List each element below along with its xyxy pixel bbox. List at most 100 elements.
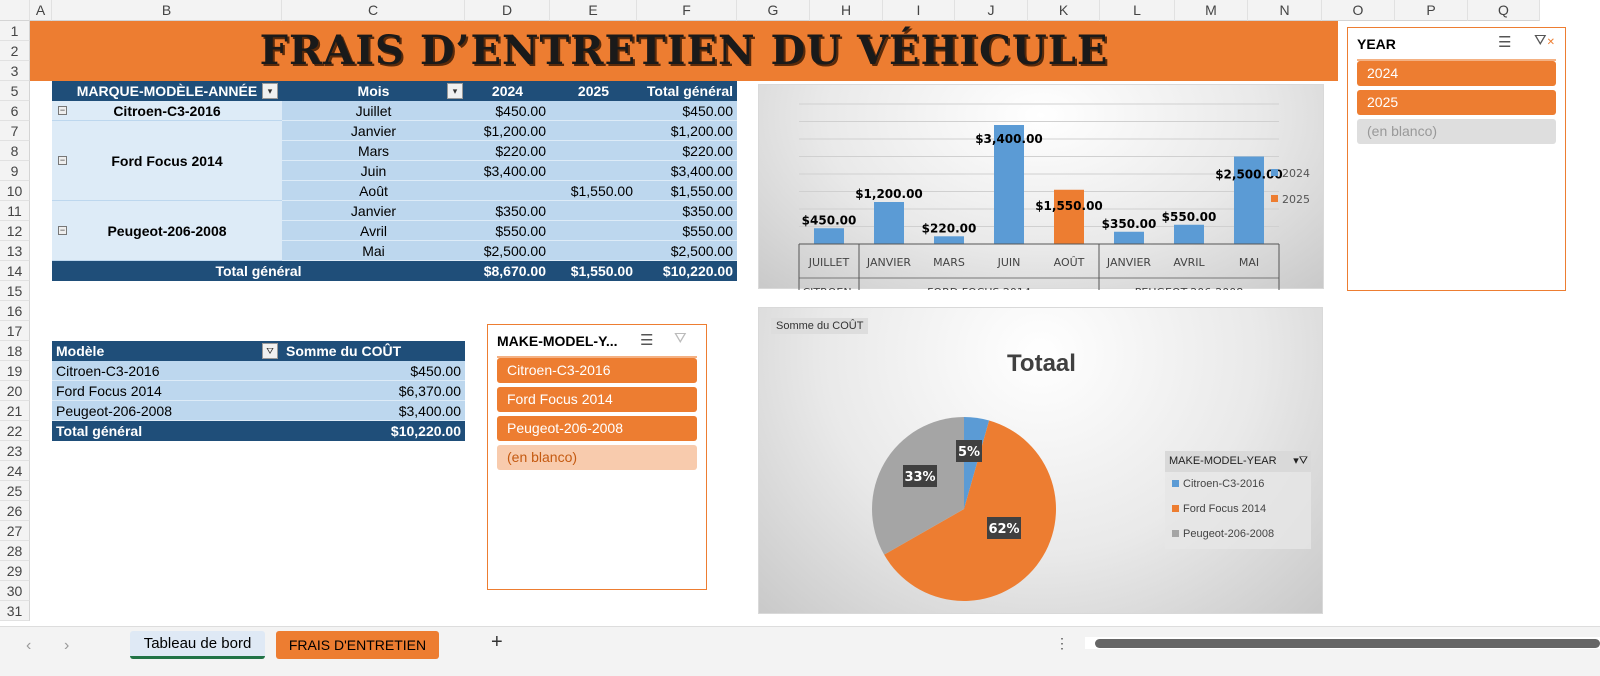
value-cell [550, 161, 637, 181]
more-options-icon[interactable]: ⋮ [1055, 635, 1069, 651]
row-header[interactable]: 19 [0, 361, 30, 381]
bar-chart[interactable]: $450.00 JUILLET $1,200.00 JANVIER $220.00 MAR… [758, 84, 1324, 299]
legend-swatch [1271, 195, 1278, 202]
row-header[interactable]: 23 [0, 441, 30, 461]
clear-filter-icon[interactable]: ⛛✕ [1534, 32, 1555, 49]
column-header[interactable]: J [955, 0, 1028, 21]
data-label: $2,500.00 [1215, 168, 1283, 182]
pie-chart[interactable]: Somme du COÛT Totaal 5% 62% 33% MAKE-MODEL… [758, 307, 1323, 614]
legend-field-button[interactable]: MAKE-MODEL-YEAR ▾⛛ [1165, 451, 1311, 472]
column-header-cell: Modèle [52, 341, 282, 361]
row-header[interactable]: 22 [0, 421, 30, 441]
slicer-item[interactable]: Citroen-C3-2016 [497, 358, 697, 383]
bar-2024[interactable] [1174, 224, 1204, 244]
column-header[interactable]: H [810, 0, 883, 21]
field-button-somme[interactable]: Somme du COÛT [771, 318, 869, 334]
column-header[interactable]: E [550, 0, 637, 21]
bar-2024[interactable] [874, 202, 904, 244]
column-header[interactable]: K [1028, 0, 1100, 21]
row-header[interactable]: 9 [0, 161, 30, 181]
clear-filter-icon[interactable]: ⛛ [674, 330, 687, 347]
pie-slice[interactable] [884, 420, 1056, 601]
row-header[interactable]: 27 [0, 521, 30, 541]
column-header[interactable]: G [737, 0, 810, 21]
slicer-item[interactable]: 2024 [1357, 61, 1556, 86]
collapse-icon[interactable]: − [58, 225, 67, 235]
slicer-item[interactable]: (en blanco) [1357, 119, 1556, 144]
row-header[interactable]: 17 [0, 321, 30, 341]
next-sheet-icon[interactable]: › [64, 637, 70, 654]
column-header[interactable]: C [282, 0, 465, 21]
column-header[interactable]: A [30, 0, 52, 21]
row-header[interactable]: 29 [0, 561, 30, 581]
row-header[interactable]: 16 [0, 301, 30, 321]
horizontal-scrollbar[interactable] [1085, 637, 1600, 649]
category-label: JANVIER [866, 256, 912, 269]
column-header[interactable]: L [1100, 0, 1175, 21]
row-header[interactable]: 14 [0, 261, 30, 281]
filter-applied-icon[interactable]: ⛛ [262, 343, 278, 359]
row-header[interactable]: 6 [0, 101, 30, 121]
row-header[interactable]: 15 [0, 281, 30, 301]
select-all-corner[interactable] [0, 0, 30, 21]
slicer-item[interactable]: 2025 [1357, 90, 1556, 115]
slicer-item[interactable]: Peugeot-206-2008 [497, 416, 697, 441]
column-header[interactable]: F [637, 0, 737, 21]
bar-2024[interactable] [814, 228, 844, 244]
row-header[interactable]: 26 [0, 501, 30, 521]
row-header[interactable]: 10 [0, 181, 30, 201]
row-header[interactable]: 25 [0, 481, 30, 501]
bar-2024[interactable] [1234, 156, 1264, 245]
row-header[interactable]: 12 [0, 221, 30, 241]
column-header[interactable]: P [1395, 0, 1468, 21]
add-sheet-button[interactable]: + [491, 631, 503, 653]
row-header[interactable]: 5 [0, 81, 30, 101]
row-header[interactable]: 13 [0, 241, 30, 261]
prev-sheet-icon[interactable]: ‹ [26, 637, 32, 654]
category-label: JUILLET [808, 256, 850, 269]
filter-dropdown-icon[interactable]: ▾ [447, 83, 463, 99]
row-header[interactable]: 31 [0, 601, 30, 621]
bar-2024[interactable] [1114, 231, 1144, 244]
row-header[interactable]: 18 [0, 341, 30, 361]
row-header[interactable]: 2 [0, 41, 30, 61]
slicer-item[interactable]: (en blanco) [497, 445, 697, 470]
multi-select-icon[interactable]: ☰ [1498, 34, 1512, 51]
filter-dropdown-icon[interactable]: ▾ [262, 83, 278, 99]
slicer-item[interactable]: Ford Focus 2014 [497, 387, 697, 412]
row-header[interactable]: 1 [0, 21, 30, 41]
row-header[interactable]: 7 [0, 121, 30, 141]
collapse-icon[interactable]: − [58, 155, 67, 165]
column-header[interactable]: M [1175, 0, 1248, 21]
row-header[interactable]: 8 [0, 141, 30, 161]
row-header[interactable]: 30 [0, 581, 30, 601]
value-cell: $350.00 [637, 201, 737, 221]
legend-entry[interactable]: Peugeot-206-2008 [1165, 522, 1311, 547]
data-label: 5% [958, 445, 980, 460]
column-header[interactable]: N [1248, 0, 1322, 21]
filter-icon[interactable]: ▾⛛ [1293, 455, 1308, 467]
legend-entry[interactable]: Ford Focus 2014 [1165, 497, 1311, 522]
row-header[interactable]: 3 [0, 61, 30, 81]
bar-2024[interactable] [934, 236, 964, 244]
row-header[interactable]: 28 [0, 541, 30, 561]
row-header[interactable]: 21 [0, 401, 30, 421]
column-header[interactable]: O [1322, 0, 1395, 21]
multi-select-icon[interactable]: ☰ [640, 332, 654, 349]
row-header[interactable]: 11 [0, 201, 30, 221]
tab-frais-dentretien[interactable]: FRAIS D'ENTRETIEN [276, 631, 439, 659]
row-header[interactable]: 20 [0, 381, 30, 401]
value-cell [550, 241, 637, 261]
bar-chart-svg: $450.00 JUILLET $1,200.00 JANVIER $220.00 MAR… [798, 103, 1310, 299]
column-header[interactable]: D [465, 0, 550, 21]
column-header[interactable]: I [883, 0, 955, 21]
collapse-icon[interactable]: − [58, 105, 67, 115]
tab-tableau-de-bord[interactable]: Tableau de bord [130, 631, 265, 659]
scrollbar-thumb[interactable] [1095, 639, 1600, 648]
column-header[interactable]: B [52, 0, 282, 21]
bar-2024[interactable] [994, 125, 1024, 244]
legend-entry[interactable]: Citroen-C3-2016 [1165, 472, 1311, 497]
row-header[interactable]: 24 [0, 461, 30, 481]
bar-2025[interactable] [1054, 189, 1084, 244]
column-header[interactable]: Q [1468, 0, 1540, 21]
